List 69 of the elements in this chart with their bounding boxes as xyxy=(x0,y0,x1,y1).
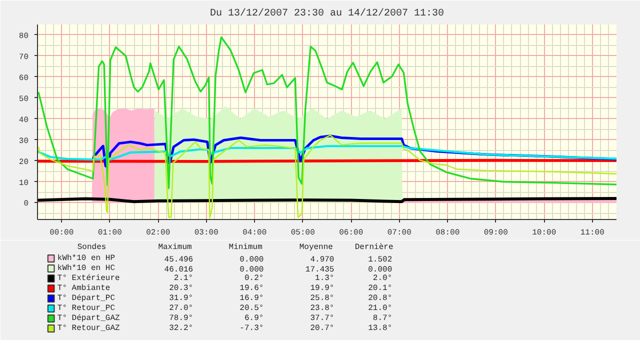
line-series xyxy=(38,36,616,190)
y-tick-label: 0 xyxy=(24,200,29,209)
text: 46.016 xyxy=(164,266,194,274)
legend-label: kWh*10 en HC xyxy=(57,264,116,273)
x-tick-label: 11:00 xyxy=(580,228,605,238)
x-tick-label: 09:00 xyxy=(484,228,508,238)
y-tick-label: 30 xyxy=(18,136,29,146)
text: 17.435 xyxy=(305,266,334,274)
y-tick-label: 20 xyxy=(18,158,29,167)
legend-label: T° Départ_GAZ xyxy=(57,314,120,323)
text: 0.000 xyxy=(368,266,392,274)
text: 4.970 xyxy=(310,256,334,264)
line-series xyxy=(38,145,616,161)
x-tick-label: 04:00 xyxy=(242,228,267,238)
text: 6.9° xyxy=(244,314,264,323)
text: 21.0° xyxy=(368,304,392,313)
text: 20.8° xyxy=(368,294,392,303)
text: 27.0° xyxy=(169,304,194,313)
y-tick-label: 70 xyxy=(18,52,29,62)
legend-label: T° Départ_PC xyxy=(57,294,116,303)
text: 20.1° xyxy=(368,284,392,293)
text: 78.9° xyxy=(169,314,194,323)
x-tick-label: 05:00 xyxy=(290,228,316,238)
x-tick-label: 10:00 xyxy=(532,228,556,238)
text: 1.502 xyxy=(368,256,392,264)
text: 32.2° xyxy=(169,324,194,333)
text: 20.7° xyxy=(310,324,334,333)
text: 13.8° xyxy=(368,324,392,333)
text: 20.3° xyxy=(169,284,194,293)
text: 0.000 xyxy=(240,256,264,264)
text: 31.9° xyxy=(169,294,194,303)
x-tick-label: 07:00 xyxy=(387,228,412,238)
text: 45.496 xyxy=(164,256,194,264)
y-tick-label: 80 xyxy=(18,32,29,41)
text: -7.3° xyxy=(240,324,264,333)
x-tick-label: 01:00 xyxy=(98,228,122,238)
text: Maximum xyxy=(158,243,192,252)
text: 8.7° xyxy=(372,314,392,323)
y-tick-label: 60 xyxy=(18,74,29,83)
text: 37.7° xyxy=(310,314,334,323)
text: 20.5° xyxy=(240,304,264,313)
text: Moyenne xyxy=(299,243,334,252)
text: Minimum xyxy=(228,243,263,252)
chart-title: Du 13/12/2007 23:30 au 14/12/2007 11:30 xyxy=(210,8,444,20)
text: 16.9° xyxy=(240,294,264,303)
legend-label: T° Retour_PC xyxy=(57,304,116,313)
text: 1.3° xyxy=(315,274,334,283)
text: 2.0° xyxy=(372,274,392,283)
y-tick-label: 10 xyxy=(18,178,29,188)
legend-label: T° Extérieure xyxy=(57,274,120,283)
text: Dernière xyxy=(354,243,394,252)
x-tick-label: 02:00 xyxy=(146,228,170,238)
legend-label: T° Ambiante xyxy=(57,284,110,293)
x-tick-label: 00:00 xyxy=(50,228,74,238)
legend-label: T° Retour_GAZ xyxy=(57,324,120,333)
text: 23.8° xyxy=(310,304,334,313)
x-tick-label: 03:00 xyxy=(194,228,219,238)
x-tick-label: 06:00 xyxy=(339,228,364,238)
text: 25.8° xyxy=(310,294,334,303)
legend-label: kWh*10 en HP xyxy=(57,254,116,263)
text: Sondes xyxy=(77,243,106,252)
text: 2.1° xyxy=(174,274,194,283)
text: 19.6° xyxy=(240,284,264,293)
text: 0.000 xyxy=(240,266,264,274)
text: 0.2° xyxy=(244,274,264,283)
y-tick-label: 50 xyxy=(18,94,29,104)
x-tick-label: 08:00 xyxy=(436,228,460,238)
text: 19.9° xyxy=(310,284,334,293)
y-tick-label: 40 xyxy=(18,116,29,125)
